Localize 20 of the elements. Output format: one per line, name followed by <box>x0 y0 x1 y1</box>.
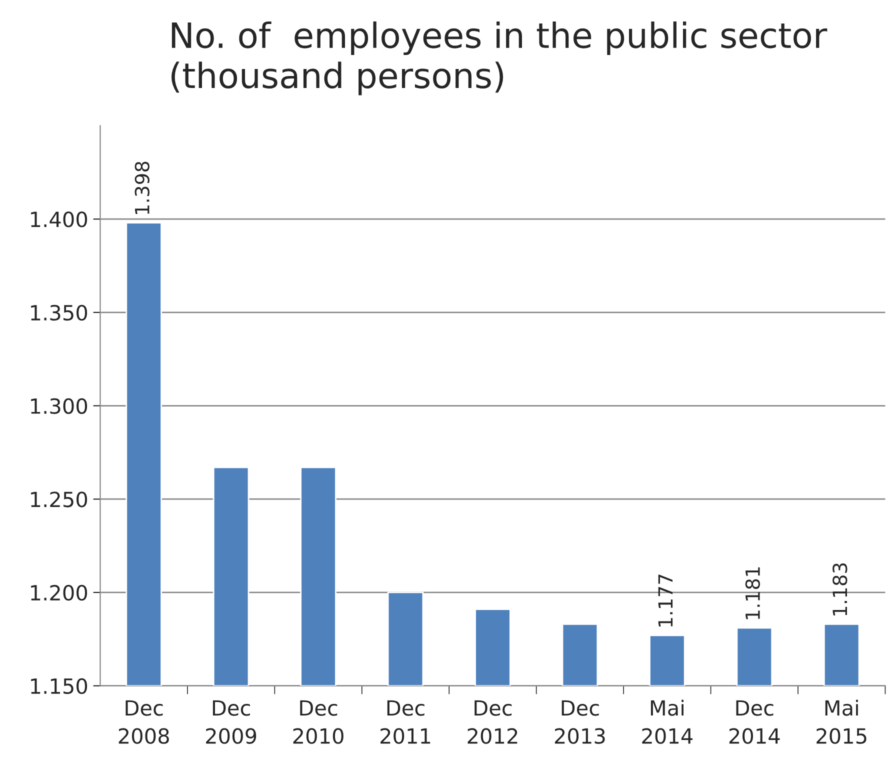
chart-title: No. of employees in the public sector (thousand persons) <box>172 21 828 96</box>
y-tick-label: 1.400 <box>31 212 88 228</box>
data-label: 1.177 <box>658 574 673 627</box>
x-tick-label: Dec 2011 <box>380 700 430 744</box>
x-tick-label: Mai 2015 <box>816 700 866 744</box>
x-tick-label: Dec 2010 <box>293 700 344 744</box>
y-tick-label: 1.300 <box>31 398 88 414</box>
data-label: 1.183 <box>832 563 848 616</box>
y-tick-label: 1.350 <box>31 304 88 321</box>
y-tick-label: 1.250 <box>31 492 88 508</box>
y-tick-label: 1.200 <box>31 584 88 601</box>
x-tick-label: Dec 2012 <box>468 700 518 744</box>
x-tick-label: Dec 2008 <box>118 700 169 744</box>
y-tick-label: 1.150 <box>31 678 88 694</box>
x-tick-label: Dec 2009 <box>206 700 256 744</box>
x-tick-label: Dec 2013 <box>554 700 605 744</box>
x-tick-label: Dec 2014 <box>729 700 780 744</box>
data-label: 1.398 <box>134 162 150 214</box>
x-tick-label: Mai 2014 <box>642 700 693 744</box>
data-label: 1.181 <box>745 567 760 620</box>
